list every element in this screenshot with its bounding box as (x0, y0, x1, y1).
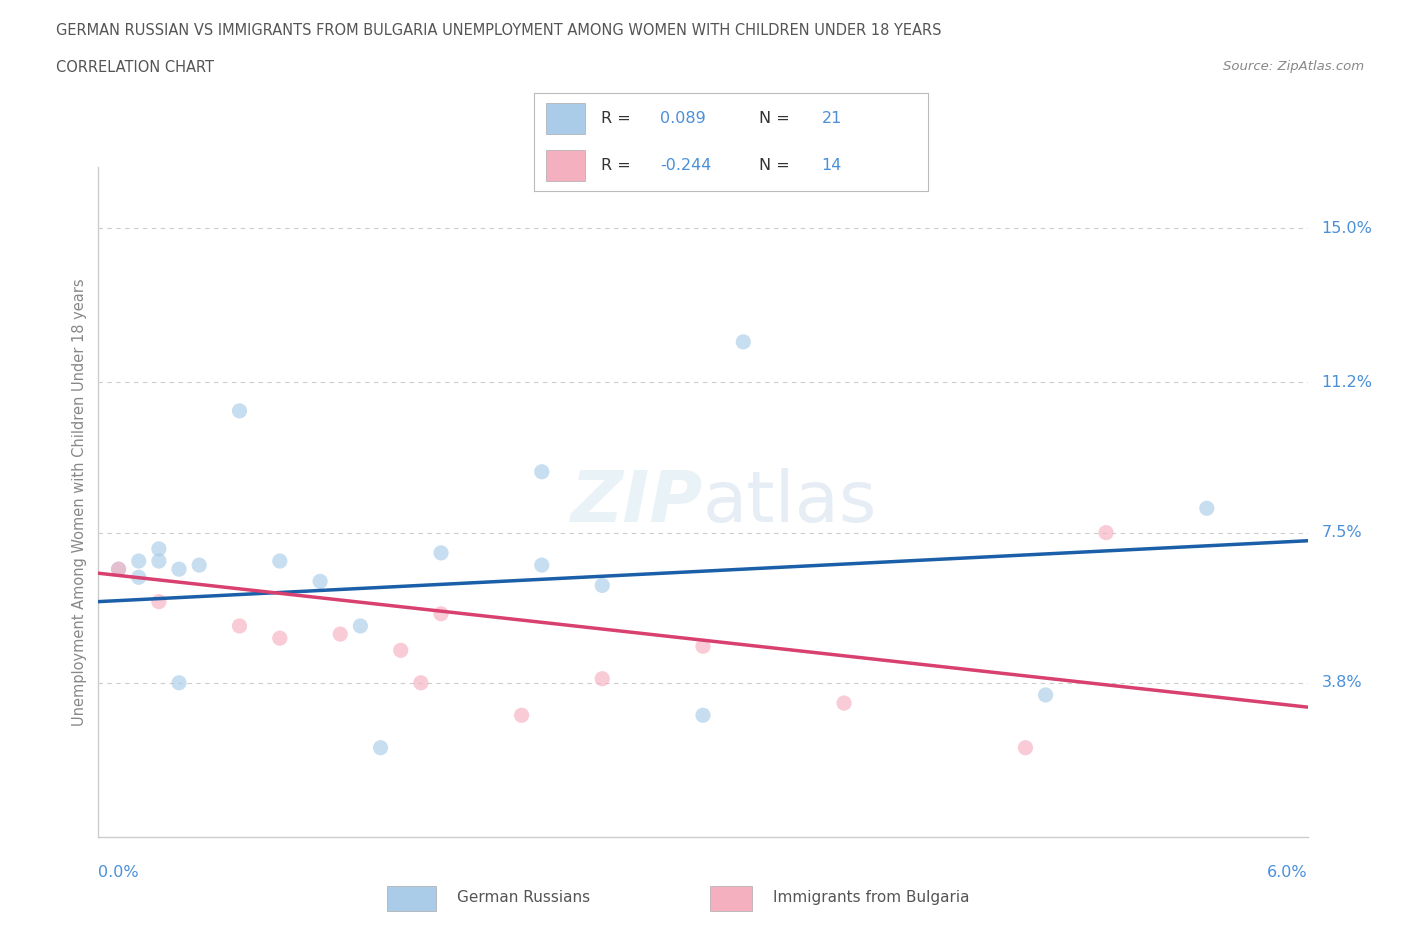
Point (430, 606, 453, 621)
Point (1095, 525, 1118, 540)
Bar (710, 885, 752, 911)
Text: N =: N = (759, 111, 794, 126)
Point (188, 558, 211, 573)
Point (389, 643, 412, 658)
Point (530, 464, 553, 479)
Point (309, 574, 332, 589)
Point (591, 578, 613, 592)
Bar (546, 150, 585, 180)
Point (409, 675, 432, 690)
Point (530, 558, 553, 573)
Point (349, 618, 371, 633)
Text: GERMAN RUSSIAN VS IMMIGRANTS FROM BULGARIA UNEMPLOYMENT AMONG WOMEN WITH CHILDRE: GERMAN RUSSIAN VS IMMIGRANTS FROM BULGAR… (56, 23, 942, 38)
Point (591, 671, 613, 686)
Point (1014, 740, 1036, 755)
Point (148, 553, 170, 568)
Text: R =: R = (602, 158, 636, 173)
Point (269, 631, 291, 645)
Point (228, 404, 250, 418)
Text: atlas: atlas (703, 468, 877, 537)
Point (329, 627, 352, 642)
Point (167, 562, 190, 577)
Text: Source: ZipAtlas.com: Source: ZipAtlas.com (1223, 60, 1364, 73)
Bar (387, 885, 436, 911)
Point (733, 335, 755, 350)
Point (510, 708, 533, 723)
Text: CORRELATION CHART: CORRELATION CHART (56, 60, 214, 75)
Text: R =: R = (602, 111, 636, 126)
Point (832, 696, 855, 711)
Text: 11.2%: 11.2% (1322, 375, 1372, 390)
Point (269, 553, 291, 568)
Point (107, 562, 129, 577)
Point (370, 740, 392, 755)
Point (228, 618, 250, 633)
Point (128, 553, 150, 568)
Text: 0.089: 0.089 (661, 111, 706, 126)
Text: 0.0%: 0.0% (98, 865, 139, 880)
Point (148, 541, 170, 556)
Y-axis label: Unemployment Among Women with Children Under 18 years: Unemployment Among Women with Children U… (72, 278, 87, 726)
Point (692, 708, 714, 723)
Point (692, 639, 714, 654)
Text: 3.8%: 3.8% (1322, 675, 1362, 690)
Text: German Russians: German Russians (457, 890, 591, 905)
Text: 21: 21 (821, 111, 842, 126)
Point (128, 570, 150, 585)
Text: ZIP: ZIP (571, 468, 703, 537)
Point (1195, 501, 1218, 516)
Text: N =: N = (759, 158, 794, 173)
Text: -0.244: -0.244 (661, 158, 711, 173)
Point (430, 546, 453, 561)
Text: 15.0%: 15.0% (1322, 220, 1372, 236)
Point (167, 675, 190, 690)
Point (1035, 687, 1057, 702)
Point (148, 594, 170, 609)
Bar (546, 103, 585, 134)
Text: Immigrants from Bulgaria: Immigrants from Bulgaria (773, 890, 970, 905)
Text: 7.5%: 7.5% (1322, 525, 1362, 540)
Text: 14: 14 (821, 158, 842, 173)
Point (107, 562, 129, 577)
Text: 6.0%: 6.0% (1267, 865, 1308, 880)
